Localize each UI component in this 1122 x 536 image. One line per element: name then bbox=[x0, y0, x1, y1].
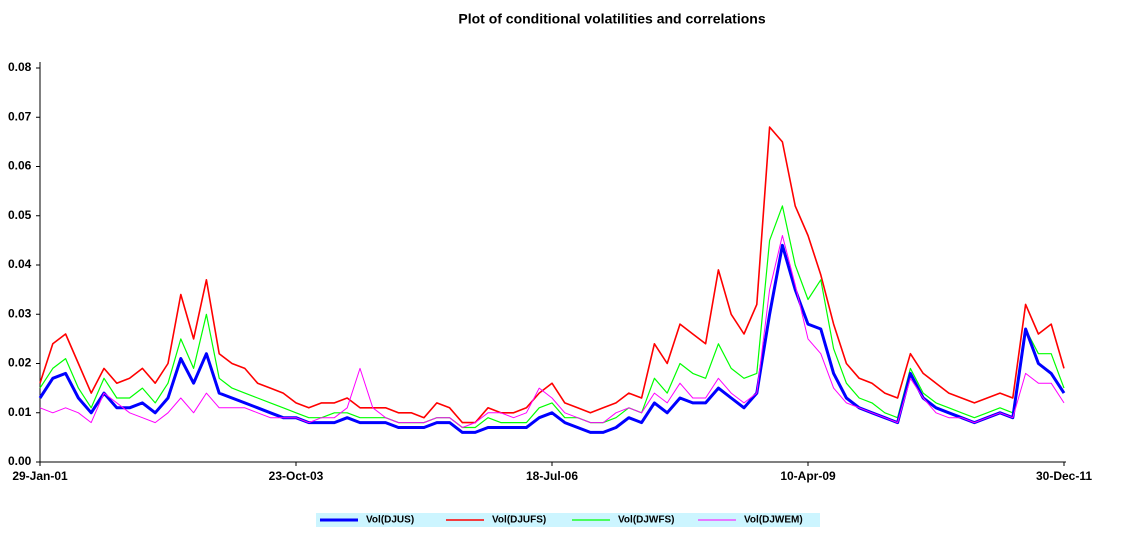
legend-label: Vol(DJUS) bbox=[366, 515, 414, 526]
series-line bbox=[39, 235, 1065, 428]
x-tick-label: 23-Oct-03 bbox=[269, 469, 324, 483]
series-line bbox=[39, 205, 1065, 429]
y-tick-label: 0.07 bbox=[8, 109, 32, 123]
y-tick-label: 0.03 bbox=[8, 306, 32, 320]
legend-box bbox=[316, 513, 820, 527]
y-tick-label: 0.06 bbox=[8, 159, 32, 173]
x-tick-label: 30-Dec-11 bbox=[1036, 469, 1092, 483]
series-line bbox=[39, 126, 1065, 424]
x-tick-label: 18-Jul-06 bbox=[526, 469, 578, 483]
y-tick-label: 0.05 bbox=[8, 208, 32, 222]
x-tick-label: 10-Apr-09 bbox=[780, 469, 836, 483]
y-tick-label: 0.01 bbox=[8, 405, 32, 419]
y-tick-label: 0.04 bbox=[8, 257, 32, 271]
chart-title: Plot of conditional volatilities and cor… bbox=[458, 11, 765, 27]
legend-label: Vol(DJWEM) bbox=[744, 515, 803, 526]
x-tick-label: 29-Jan-01 bbox=[12, 469, 68, 483]
y-tick-label: 0.00 bbox=[8, 454, 32, 468]
y-tick-label: 0.02 bbox=[8, 356, 32, 370]
legend-label: Vol(DJUFS) bbox=[492, 515, 546, 526]
legend-label: Vol(DJWFS) bbox=[618, 515, 674, 526]
y-tick-label: 0.08 bbox=[8, 60, 32, 74]
